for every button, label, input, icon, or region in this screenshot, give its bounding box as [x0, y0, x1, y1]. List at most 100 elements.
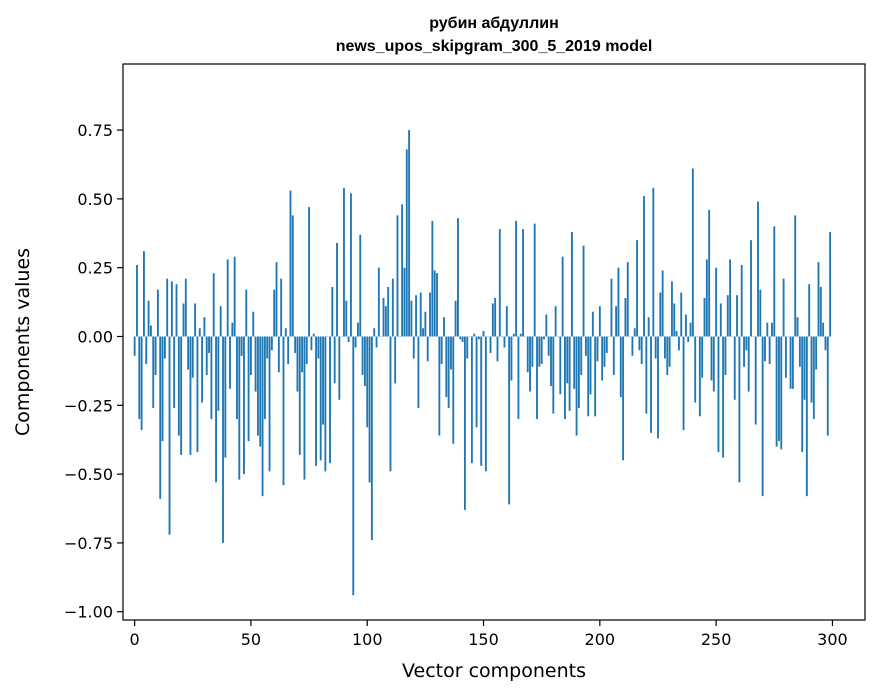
bar — [184, 278, 187, 337]
bar — [436, 273, 438, 337]
bar — [794, 215, 797, 337]
bar — [550, 336, 552, 387]
bar — [661, 270, 664, 337]
bar — [687, 336, 690, 342]
bar — [312, 333, 315, 337]
bar — [722, 336, 725, 458]
bar — [515, 220, 518, 337]
bar — [615, 306, 618, 337]
bar — [426, 336, 429, 362]
bar — [154, 336, 157, 376]
bar — [673, 303, 676, 337]
bar — [338, 336, 341, 400]
bar — [366, 336, 369, 428]
bar — [633, 328, 636, 337]
bar — [805, 336, 808, 497]
bar — [533, 223, 536, 337]
bar — [791, 336, 794, 389]
bar — [289, 190, 292, 337]
bar — [643, 196, 645, 337]
bar — [645, 336, 648, 414]
bar — [194, 303, 197, 337]
bar — [775, 336, 778, 447]
bar — [263, 336, 266, 420]
bar — [766, 322, 769, 337]
bar — [375, 336, 378, 348]
bar — [394, 336, 397, 384]
bar — [296, 336, 299, 392]
bar — [352, 336, 355, 596]
bar — [822, 322, 825, 337]
bar — [163, 336, 166, 359]
bar — [529, 336, 531, 392]
bar — [545, 314, 548, 337]
bar — [422, 328, 424, 337]
bar — [268, 336, 271, 472]
bar — [701, 336, 704, 378]
bar — [133, 336, 136, 356]
bar — [494, 297, 497, 337]
bar — [405, 149, 408, 337]
bar — [573, 336, 576, 389]
bar — [159, 336, 162, 499]
bar — [675, 330, 678, 337]
bar — [482, 330, 485, 337]
y-axis-ticks: −1.00 −0.75 −0.50 −0.25 0.00 0.25 0.50 0.75 — [64, 121, 123, 622]
bar — [333, 336, 336, 384]
bar — [754, 336, 757, 425]
bar — [475, 336, 478, 428]
bar — [543, 336, 545, 340]
bar — [315, 336, 317, 466]
bar — [247, 336, 250, 442]
bar — [712, 336, 715, 392]
plot-frame — [122, 63, 866, 621]
bar — [419, 292, 422, 337]
x-tick-label: 200 — [585, 630, 616, 649]
bar — [508, 336, 511, 505]
bar — [577, 336, 580, 409]
bar — [715, 267, 718, 337]
bar — [564, 336, 566, 420]
bar — [710, 336, 713, 381]
bar — [259, 336, 262, 447]
bar — [764, 336, 766, 362]
bar — [659, 292, 662, 337]
bar — [329, 336, 331, 464]
bar — [140, 336, 143, 431]
bar — [219, 306, 222, 337]
bar — [303, 336, 306, 480]
bar — [622, 336, 625, 461]
bar — [275, 262, 278, 337]
bars-group — [133, 130, 832, 596]
x-tick-label: 150 — [468, 630, 499, 649]
bar — [177, 336, 180, 436]
x-axis-label: Vector components — [402, 660, 586, 682]
bar — [647, 317, 650, 337]
bar — [784, 336, 787, 378]
bar — [589, 336, 592, 395]
bar — [668, 336, 671, 367]
bar — [531, 336, 534, 367]
bar — [566, 336, 569, 384]
bar — [617, 267, 620, 337]
bar — [540, 336, 543, 365]
bar — [294, 336, 297, 354]
bar — [217, 336, 220, 411]
bar — [336, 242, 338, 337]
bar — [724, 336, 727, 376]
bar — [373, 328, 376, 337]
bar — [498, 229, 501, 337]
bar — [780, 336, 783, 450]
bar — [254, 336, 257, 392]
bar — [605, 336, 608, 354]
bar — [301, 336, 304, 373]
bar — [575, 336, 578, 436]
bar — [331, 286, 334, 337]
bar — [424, 311, 427, 337]
bar — [640, 336, 643, 365]
bar — [270, 336, 273, 351]
bar — [503, 336, 506, 348]
bar — [361, 336, 364, 376]
bar — [175, 284, 178, 337]
bar — [778, 336, 780, 442]
